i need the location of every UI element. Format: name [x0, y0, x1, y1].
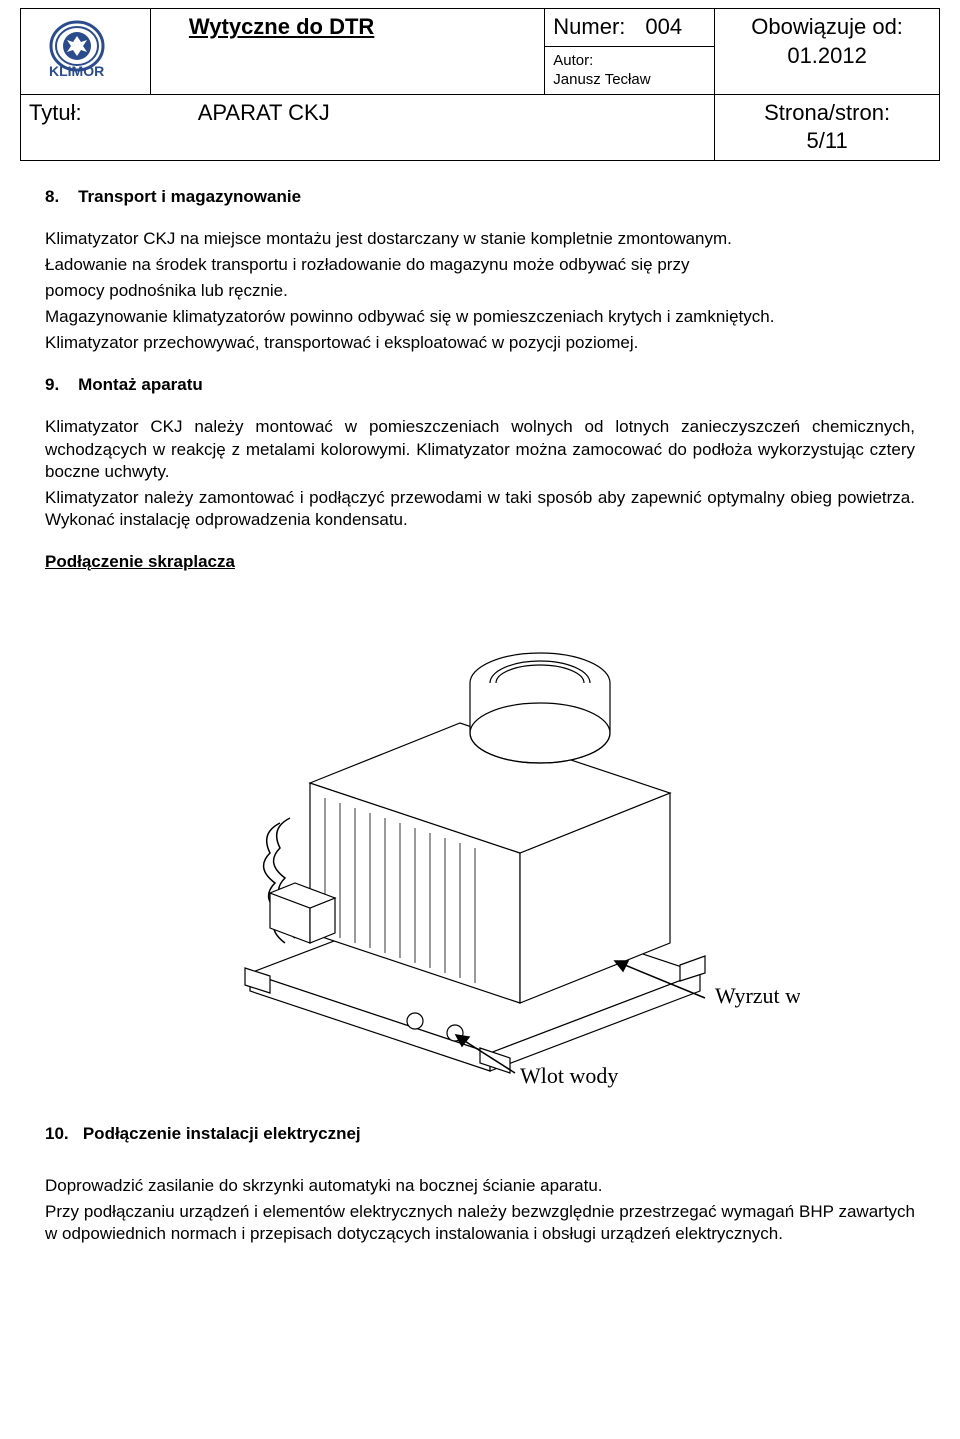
tytul-value: APARAT CKJ [88, 100, 330, 125]
sec9-p1: Klimatyzator CKJ należy montować w pomie… [45, 416, 915, 482]
doc-type: Wytyczne do DTR [159, 13, 536, 42]
sec9-p2: Klimatyzator należy zamontować i podłącz… [45, 487, 915, 531]
obowiazuje-cell: Obowiązuje od: 01.2012 [715, 9, 940, 95]
title-cell: Tytuł: APARAT CKJ [21, 94, 715, 160]
sec10-p2: Przy podłączaniu urządzeń i elementów el… [45, 1201, 915, 1245]
section-10-heading: 10. Podłączenie instalacji elektrycznej [45, 1123, 915, 1145]
condenser-diagram: Wyrzut wody Wlot wody [45, 583, 915, 1103]
sec8-p3: pomocy podnośnika lub ręcznie. [45, 280, 915, 302]
svg-text:KLIMOR: KLIMOR [49, 63, 104, 78]
sec8-p2: Ładowanie na środek transportu i rozłado… [45, 254, 915, 276]
diagram-label-wyrzut: Wyrzut wody [715, 983, 800, 1008]
sec9-title: Montaż aparatu [78, 375, 203, 394]
content-body: 8. Transport i magazynowanie Klimatyzato… [45, 186, 915, 1246]
sec9-number: 9. [45, 375, 59, 394]
sec8-number: 8. [45, 187, 59, 206]
tytul-label: Tytuł: [29, 100, 82, 125]
section-9-heading: 9. Montaż aparatu [45, 374, 915, 396]
autor-label: Autor: [553, 51, 706, 71]
sec10-title: Podłączenie instalacji elektrycznej [83, 1124, 361, 1143]
obowiazuje-value: 01.2012 [723, 42, 931, 71]
sec8-p1: Klimatyzator CKJ na miejsce montażu jest… [45, 228, 915, 250]
sec8-title: Transport i magazynowanie [78, 187, 301, 206]
sec8-p4: Magazynowanie klimatyzatorów powinno odb… [45, 306, 915, 328]
doc-type-cell: Wytyczne do DTR [150, 9, 544, 95]
obowiazuje-label: Obowiązuje od: [723, 13, 931, 42]
sec9-subhead: Podłączenie skraplacza [45, 551, 915, 573]
number-cell: Numer: 004 [545, 9, 715, 47]
section-8-heading: 8. Transport i magazynowanie [45, 186, 915, 208]
strona-cell: Strona/stron: 5/11 [715, 94, 940, 160]
number-label: Numer: [553, 13, 625, 42]
klimor-logo: KLIMOR [29, 13, 142, 83]
number-value: 004 [645, 13, 682, 42]
sec10-number: 10. [45, 1124, 69, 1143]
sec10-p1: Doprowadzić zasilanie do skrzynki automa… [45, 1175, 915, 1197]
autor-cell: Autor: Janusz Tecław [545, 46, 715, 94]
autor-name: Janusz Tecław [553, 70, 706, 90]
strona-label: Strona/stron: [723, 99, 931, 128]
header-table: KLIMOR Wytyczne do DTR Numer: 004 Obowią… [20, 8, 940, 161]
diagram-label-wlot: Wlot wody [520, 1063, 618, 1088]
strona-value: 5/11 [723, 127, 931, 156]
logo-cell: KLIMOR [21, 9, 151, 95]
sec8-p5: Klimatyzator przechowywać, transportować… [45, 332, 915, 354]
